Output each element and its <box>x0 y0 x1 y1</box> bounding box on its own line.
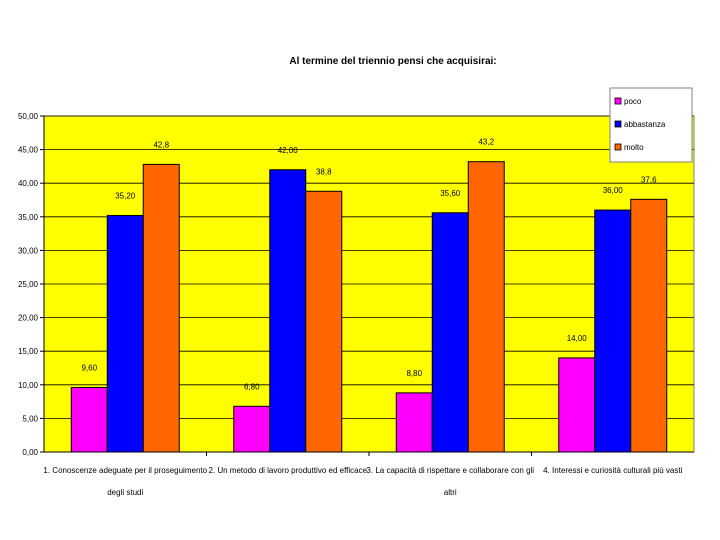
axes: 0,00 5,00 10,00 15,00 20,00 25,00 30,00 35,00 40… <box>18 112 694 497</box>
data-label-abbastanza-1: 35,20 <box>115 191 136 200</box>
bar-poco-1 <box>70 386 108 453</box>
bar-poco-3 <box>395 392 433 453</box>
data-label-molto-1: 42,8 <box>153 140 169 149</box>
data-label-poco-2: 6,80 <box>244 382 260 391</box>
category-label-2: 2. Un metodo di lavoro produttivo ed eff… <box>208 466 367 475</box>
y-tick-label: 0,00 <box>22 448 38 457</box>
bar-abbastanza-2 <box>269 169 307 453</box>
data-label-abbastanza-3: 35,60 <box>440 189 461 198</box>
bar-molto-4 <box>630 198 668 453</box>
category-label-4: 4. Interessi e curiosità culturali più v… <box>543 466 682 475</box>
legend-swatch-abbastanza <box>614 120 622 128</box>
legend-label-poco: poco <box>624 97 642 106</box>
bar-abbastanza-3 <box>431 212 469 453</box>
y-tick-label: 30,00 <box>18 246 39 255</box>
data-label-molto-3: 43,2 <box>478 138 494 147</box>
legend-swatch-molto <box>614 143 622 151</box>
legend-swatch-poco <box>614 97 622 105</box>
category-label-3: 3. La capacità di rispettare e collabora… <box>366 466 534 475</box>
y-tick-label: 25,00 <box>18 280 39 289</box>
data-labels: 9,60 35,20 42,8 6,80 42,00 38,8 8,80 35,60 43,2 1… <box>81 138 657 392</box>
y-tick-label: 10,00 <box>18 381 39 390</box>
bar-abbastanza-1 <box>106 214 144 453</box>
data-label-abbastanza-4: 36,00 <box>603 186 624 195</box>
bar-molto-1 <box>142 163 180 453</box>
legend-label-abbastanza: abbastanza <box>624 120 666 129</box>
chart-title: Al termine del triennio pensi che acquis… <box>289 56 496 67</box>
category-label-1: degli studi <box>107 488 143 497</box>
data-label-poco-3: 8,80 <box>406 369 422 378</box>
data-label-molto-4: 37,6 <box>641 175 657 184</box>
y-tick-label: 40,00 <box>18 179 39 188</box>
bar-poco-2 <box>233 405 271 453</box>
legend-box <box>609 87 693 163</box>
data-label-poco-1: 9,60 <box>81 363 97 372</box>
y-tick-label: 20,00 <box>18 314 39 323</box>
bar-molto-2 <box>305 190 343 453</box>
legend: poco abbastanza molto <box>609 87 693 163</box>
bar-abbastanza-4 <box>594 209 632 453</box>
category-label-1: 1. Conoscenze adeguate per il proseguime… <box>43 466 207 475</box>
bar-poco-4 <box>558 357 596 453</box>
data-label-poco-4: 14,00 <box>567 334 588 343</box>
legend-label-molto: molto <box>624 143 644 152</box>
y-tick-label: 5,00 <box>22 414 38 423</box>
category-label-3: altri <box>444 488 457 497</box>
y-tick-label: 45,00 <box>18 146 39 155</box>
y-tick-label: 15,00 <box>18 347 39 356</box>
data-label-molto-2: 38,8 <box>316 167 332 176</box>
bar-molto-3 <box>467 161 505 453</box>
y-tick-label: 50,00 <box>18 112 39 121</box>
data-label-abbastanza-2: 42,00 <box>278 146 299 155</box>
y-tick-label: 35,00 <box>18 213 39 222</box>
